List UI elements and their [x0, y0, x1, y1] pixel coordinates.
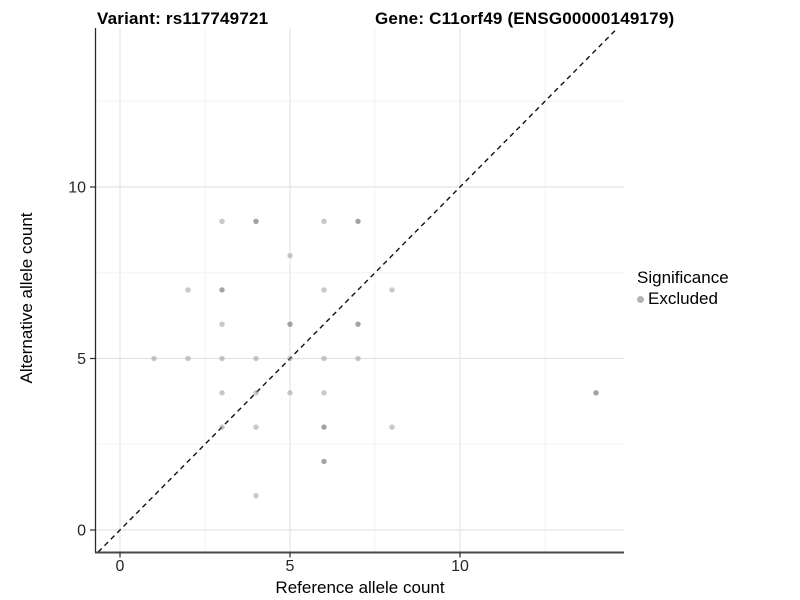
svg-text:10: 10 — [68, 180, 86, 197]
variant-title: Variant: rs117749721 — [97, 9, 269, 28]
x-axis-title: Reference allele count — [275, 578, 445, 597]
point-marker-icon — [637, 295, 644, 303]
svg-text:5: 5 — [77, 351, 86, 368]
svg-text:10: 10 — [451, 558, 469, 575]
legend-item-excluded: Excluded — [637, 290, 729, 308]
svg-text:0: 0 — [77, 523, 86, 540]
y-axis-title: Alternative allele count — [17, 212, 36, 384]
svg-text:0: 0 — [116, 558, 125, 575]
legend: Significance Excluded — [637, 268, 729, 308]
legend-title: Significance — [637, 268, 729, 287]
svg-text:5: 5 — [286, 558, 295, 575]
gene-title: Gene: C11orf49 (ENSG00000149179) — [375, 9, 675, 28]
legend-item-label: Excluded — [648, 289, 718, 308]
